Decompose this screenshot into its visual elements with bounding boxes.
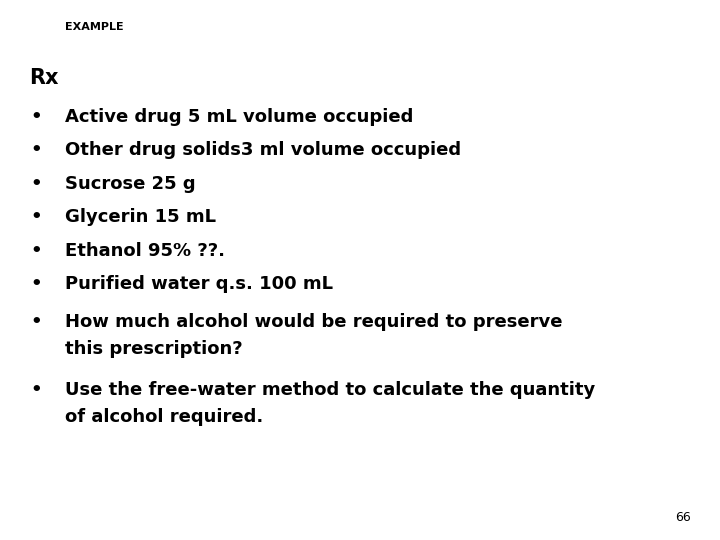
Text: Glycerin 15 mL: Glycerin 15 mL [65,208,216,226]
Text: Purified water q.s. 100 mL: Purified water q.s. 100 mL [65,275,333,293]
Text: Rx: Rx [29,68,58,87]
Text: •: • [30,381,42,399]
Text: this prescription?: this prescription? [65,340,243,358]
Text: Sucrose 25 g: Sucrose 25 g [65,175,195,193]
Text: •: • [30,275,42,293]
Text: 66: 66 [675,511,691,524]
Text: Other drug solids3 ml volume occupied: Other drug solids3 ml volume occupied [65,141,461,159]
Text: Use the free-water method to calculate the quantity: Use the free-water method to calculate t… [65,381,595,399]
Text: How much alcohol would be required to preserve: How much alcohol would be required to pr… [65,313,562,331]
Text: •: • [30,208,42,226]
Text: •: • [30,242,42,260]
Text: •: • [30,141,42,159]
Text: Ethanol 95% ??.: Ethanol 95% ??. [65,242,225,260]
Text: Active drug 5 mL volume occupied: Active drug 5 mL volume occupied [65,108,413,126]
Text: EXAMPLE: EXAMPLE [65,22,123,32]
Text: •: • [30,175,42,193]
Text: •: • [30,108,42,126]
Text: of alcohol required.: of alcohol required. [65,408,263,426]
Text: •: • [30,313,42,331]
